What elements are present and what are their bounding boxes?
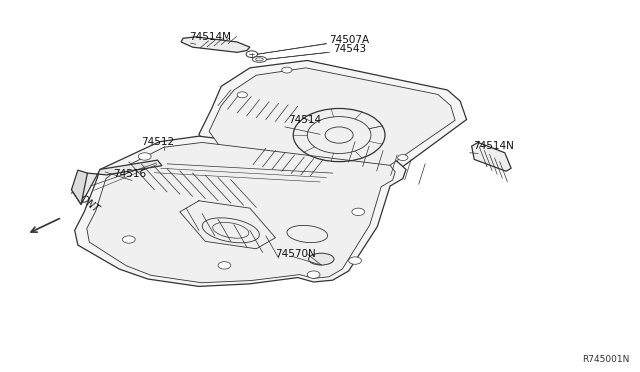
- Polygon shape: [181, 37, 250, 52]
- Circle shape: [237, 92, 247, 98]
- Text: 74543: 74543: [333, 44, 366, 54]
- Polygon shape: [75, 136, 406, 286]
- Circle shape: [349, 257, 362, 264]
- Ellipse shape: [252, 57, 266, 62]
- Text: 74570N: 74570N: [275, 249, 316, 259]
- Circle shape: [397, 155, 408, 161]
- Ellipse shape: [255, 58, 263, 61]
- Text: 74516: 74516: [113, 169, 146, 179]
- Text: FRONT: FRONT: [68, 186, 101, 214]
- Polygon shape: [472, 142, 511, 171]
- Text: 74514M: 74514M: [189, 32, 232, 42]
- Polygon shape: [72, 160, 162, 205]
- Circle shape: [122, 236, 135, 243]
- Circle shape: [138, 153, 151, 160]
- Text: 74512: 74512: [141, 137, 175, 147]
- Circle shape: [282, 67, 292, 73]
- Circle shape: [307, 271, 320, 278]
- Text: R745001N: R745001N: [582, 355, 629, 364]
- Polygon shape: [72, 170, 88, 205]
- Ellipse shape: [308, 253, 334, 265]
- Polygon shape: [209, 68, 455, 176]
- Circle shape: [246, 51, 257, 58]
- Circle shape: [352, 208, 365, 215]
- Polygon shape: [87, 142, 395, 283]
- Circle shape: [218, 262, 231, 269]
- Text: 74507A: 74507A: [330, 35, 370, 45]
- Polygon shape: [199, 61, 467, 182]
- Text: 74514N: 74514N: [473, 141, 514, 151]
- Text: 74514: 74514: [288, 115, 321, 125]
